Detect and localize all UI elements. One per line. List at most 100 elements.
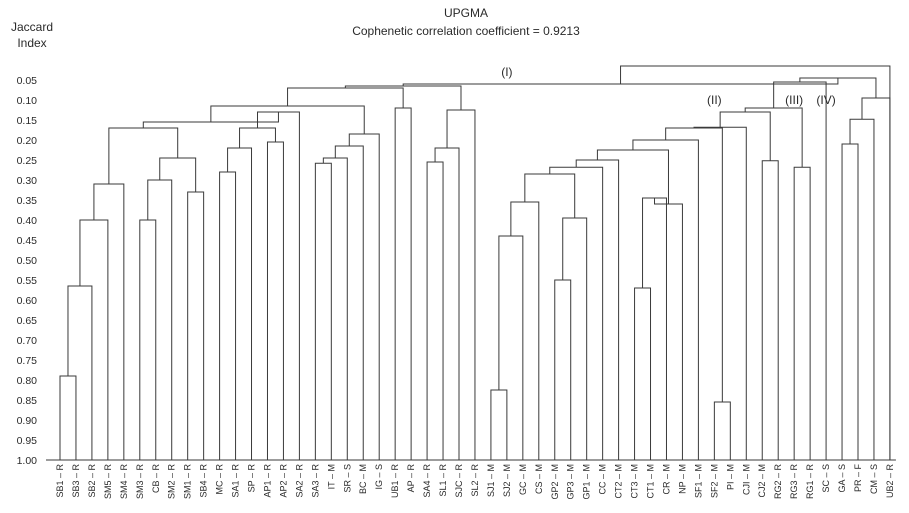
dendrogram-link [632,139,699,460]
leaf-label: CT2 – M [614,464,624,499]
y-tick-label: 0.30 [17,175,38,187]
leaf-label: GA – S [837,464,847,493]
y-tick-label: 0.35 [17,195,38,207]
cluster-label: (IV) [816,93,835,107]
y-tick-label: 0.90 [17,415,38,427]
dendrogram-link [434,147,460,460]
dendrogram-link [549,166,604,460]
leaf-label: PR – F [853,464,863,493]
chart-title: UPGMA [444,6,488,20]
leaf-label: SB1 – R [55,464,65,498]
leaf-label: SC – S [821,464,831,493]
dendrogram-link [793,166,811,460]
leaf-label: IT – M [326,464,336,489]
dendrogram-link [446,109,476,460]
leaf-label: NP – M [677,464,687,494]
leaf-label: SP – R [247,464,257,493]
leaf-label: CC – M [598,464,608,495]
dendrogram-link [322,157,348,460]
leaf-label: SM2 – R [167,464,177,500]
dendrogram-link [287,87,404,108]
leaf-label: SB3 – R [71,464,81,498]
dendrogram-link [744,107,803,168]
dendrogram-link [634,287,652,460]
y-tick-label: 0.70 [17,335,38,347]
dendrogram-link [79,219,109,460]
leaf-label: CJ2 – M [757,464,767,498]
dendrogram-link [719,111,771,161]
dendrogram-link [693,126,747,460]
dendrogram-link [596,149,669,204]
dendrogram-link [187,191,205,460]
leaf-label: RG2 – R [773,464,783,500]
dendrogram-link [861,97,891,460]
dendrogram-link [266,141,284,460]
leaf-label: UB2 – R [885,464,895,499]
leaf-label: CT3 – M [630,464,640,499]
leaf-label: SL1 – R [438,464,448,497]
leaf-label: GP1 – M [582,464,592,500]
leaf-label: BC – M [358,464,368,494]
leaf-label: SF2 – M [709,464,719,498]
dendrogram-link [139,219,157,460]
leaf-label: CB – R [151,464,161,494]
cluster-labels: (I) (II) (III) (IV) [501,65,836,107]
dendrogram-link [665,127,723,402]
dendrogram-link [510,201,540,460]
dendrogram-link [524,173,576,218]
leaf-label: RG1 – R [805,464,815,500]
y-tick-label: 0.20 [17,135,38,147]
dendrogram-link [490,389,508,460]
leaf-label: SA3 – R [310,464,320,498]
leaf-label: SJ1 – M [486,464,496,497]
dendrogram-link [620,65,891,460]
leaf-label: SB2 – R [87,464,97,498]
leaf-label: SJC – R [454,464,464,498]
dendrogram-link [147,179,173,460]
cluster-label: (III) [785,93,803,107]
chart-subtitle: Cophenetic correlation coefficient = 0.9… [352,24,580,38]
y-tick-label: 0.10 [17,95,38,107]
dendrogram-link [59,375,77,460]
dendrogram-link [642,197,667,460]
y-tick-label: 0.75 [17,355,38,367]
y-tick-label: 0.05 [17,75,38,87]
leaf-label: SA1 – R [231,464,241,498]
dendrogram-link [227,147,253,460]
y-tick-label: 0.15 [17,115,38,127]
leaf-label: IG – S [374,464,384,490]
leaf-label: SM4 – R [119,464,129,500]
leaf-label: SF1 – M [693,464,703,498]
y-tick-label: 0.95 [17,435,38,447]
leaf-label: SR – S [342,464,352,493]
cluster-label: (I) [501,65,512,79]
cluster-label: (II) [707,93,722,107]
leaf-label: CM – S [869,464,879,494]
dendrogram-link [108,127,179,184]
dendrogram-link [498,235,524,460]
dendrogram-link [841,143,859,460]
y-axis-label-line1: Jaccard [11,20,53,34]
dendrogram-link [654,198,683,460]
leaf-label: RG3 – R [789,464,799,500]
dendrogram-link [761,160,779,460]
leaf-label: UB1 – R [390,464,400,499]
dendrogram-link [159,157,197,192]
leaf-label: SB4 – R [199,464,209,498]
y-tick-label: 0.80 [17,375,38,387]
dendrogram-link [562,217,588,460]
leaf-label: SM3 – R [135,464,145,500]
y-tick-label: 0.50 [17,255,38,267]
leaf-label: SM5 – R [103,464,113,500]
leaf-label: CS – M [534,464,544,494]
leaf-label: SA4 – R [422,464,432,498]
leaf-label: PI – M [725,464,735,490]
dendrogram-link [239,127,276,148]
y-axis-ticks: 0.05 0.10 0.15 0.20 0.25 0.30 0.35 0.40 0.45 0.50… [17,75,38,467]
leaf-label: SJ2 – M [502,464,512,497]
y-tick-label: 0.60 [17,295,38,307]
dendrogram-links [46,65,896,461]
y-tick-label: 1.00 [17,455,38,467]
leaf-label: AP1 – R [262,464,272,498]
